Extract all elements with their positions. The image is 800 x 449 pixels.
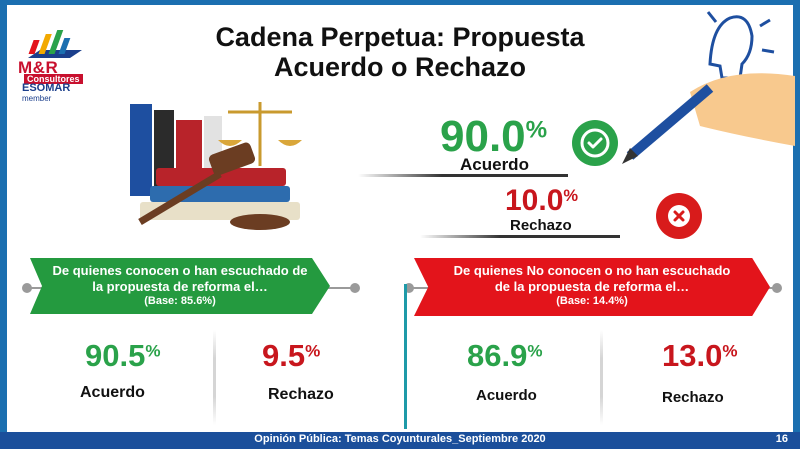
segment-known-divider — [213, 330, 216, 425]
segment-unknown-acuerdo-label: Acuerdo — [476, 387, 537, 404]
overall-rechazo-value: 10.0% — [505, 184, 578, 218]
segment-unknown-acuerdo-number: 86.9 — [467, 338, 528, 373]
overall-rechazo-label: Rechazo — [510, 217, 572, 234]
percent-sign: % — [145, 341, 161, 361]
logo-association-note: member — [22, 94, 52, 103]
percent-sign: % — [563, 186, 579, 205]
percent-sign: % — [305, 341, 321, 361]
check-icon — [572, 120, 618, 166]
segment-known-base: (Base: 85.6%) — [144, 295, 216, 307]
logo-association: ESOMAR — [22, 82, 71, 94]
segment-known-banner: De quienes conocen o han escuchado de la… — [30, 258, 330, 314]
connector-dot — [350, 283, 360, 293]
overall-acuerdo-underline — [358, 174, 568, 177]
segment-unknown-rechazo-value: 13.0% — [662, 338, 738, 374]
connector-dot — [772, 283, 782, 293]
segment-unknown-acuerdo-value: 86.9% — [467, 338, 543, 374]
overall-rechazo-underline — [420, 235, 620, 238]
connector-dot — [22, 283, 32, 293]
segment-known-acuerdo-number: 90.5 — [85, 338, 146, 373]
segment-known-rechazo-label: Rechazo — [268, 386, 334, 403]
segment-unknown-banner: De quienes No conocen o no han escuchado… — [414, 258, 770, 316]
footer-bar — [0, 432, 800, 449]
segment-divider — [404, 284, 407, 429]
segment-known-rechazo-number: 9.5 — [262, 338, 306, 373]
footer-text: Opinión Pública: Temas Coyunturales_Sept… — [254, 433, 546, 445]
segment-known-acuerdo-label: Acuerdo — [80, 384, 145, 401]
percent-sign: % — [527, 341, 543, 361]
percent-sign: % — [525, 116, 548, 144]
hand-pencil-bulb-illustration — [622, 11, 795, 164]
segment-known-rechazo-value: 9.5% — [262, 338, 320, 374]
segment-known-banner-line-1: De quienes conocen o han escuchado de — [52, 263, 308, 278]
segment-unknown-base: (Base: 14.4%) — [556, 295, 628, 307]
logo-bars-icon — [28, 30, 82, 58]
overall-acuerdo-label: Acuerdo — [460, 155, 529, 174]
page-number: 16 — [775, 433, 788, 445]
segment-known-acuerdo-value: 90.5% — [85, 338, 161, 374]
logo-brand: M&R — [18, 58, 59, 77]
title-line-2: Acuerdo o Rechazo — [273, 52, 527, 82]
segment-unknown-rechazo-number: 13.0 — [662, 338, 723, 373]
segment-unknown-banner-line-1: De quienes No conocen o no han escuchado — [453, 263, 731, 278]
segment-unknown-divider — [600, 330, 603, 425]
frame-top-border — [0, 0, 800, 5]
frame-right-border — [793, 0, 800, 449]
logo-subtitle: Consultores — [24, 74, 83, 84]
segment-unknown-banner-line-2: de la propuesta de reforma el… — [494, 279, 690, 294]
cross-icon — [656, 193, 702, 239]
overall-rechazo-number: 10.0 — [505, 184, 564, 217]
percent-sign: % — [722, 341, 738, 361]
segment-unknown-rechazo-label: Rechazo — [662, 389, 724, 406]
overall-acuerdo-number: 90.0 — [440, 112, 526, 161]
segment-known-banner-line-2: la propuesta de reforma el… — [92, 279, 268, 294]
connector-dot — [404, 283, 414, 293]
page-title: Cadena Perpetua: Propuesta Acuerdo o Rec… — [140, 22, 660, 82]
title-line-1: Cadena Perpetua: Propuesta — [215, 22, 585, 52]
overall-acuerdo-value: 90.0% — [440, 112, 547, 162]
frame-left-border — [0, 0, 7, 449]
gavel-books-illustration — [130, 102, 302, 230]
